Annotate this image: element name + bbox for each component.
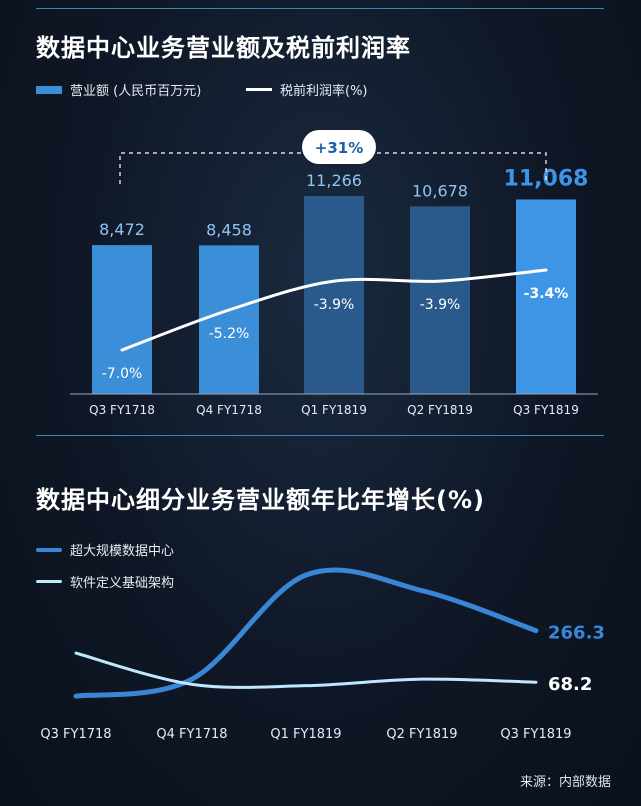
x-tick-label: Q3 FY1718: [40, 727, 111, 742]
x-tick-label: Q3 FY1819: [513, 403, 579, 417]
chart1-legend-bar-label: 营业额 (人民币百万元): [70, 84, 202, 99]
x-tick-label: Q3 FY1718: [89, 403, 155, 417]
margin-point-label: -5.2%: [209, 326, 250, 342]
revenue-bar: [410, 206, 470, 394]
margin-point-label: -3.4%: [524, 286, 569, 302]
growth-badge-label: +31%: [315, 139, 363, 157]
x-tick-label: Q1 FY1819: [301, 403, 367, 417]
chart1-title: 数据中心业务营业额及税前利润率: [36, 34, 411, 62]
revenue-bar-label: 8,472: [99, 220, 145, 239]
chart2-legend-hyperscale: 超大规模数据中心: [36, 540, 174, 559]
chart1-legend-line: 税前利润率(%): [246, 80, 368, 99]
hyperscale-end-label: 266.3: [548, 623, 605, 644]
sdi-line: [74, 651, 538, 689]
bar-swatch-icon: [36, 85, 62, 94]
chart2-legend-sdi: 软件定义基础架构: [36, 572, 174, 591]
top-divider: [36, 8, 604, 9]
chart1-legend-line-label: 税前利润率(%): [280, 84, 368, 99]
margin-point-label: -7.0%: [102, 366, 143, 382]
chart2-title: 数据中心细分业务营业额年比年增长(%): [36, 486, 485, 514]
hyperscale-line: [73, 567, 539, 699]
chart2-legend-sdi-label: 软件定义基础架构: [70, 576, 175, 591]
source-note: 来源：内部数据: [519, 775, 611, 790]
x-tick-label: Q2 FY1819: [407, 403, 473, 417]
revenue-bar: [304, 196, 364, 394]
sdi-end-label: 68.2: [548, 674, 592, 695]
sdi-swatch-icon: [36, 580, 62, 583]
chart1-legend-bar: 营业额 (人民币百万元): [36, 80, 201, 99]
revenue-bar-label: 8,458: [206, 220, 252, 239]
revenue-bar-label: 10,678: [412, 181, 468, 200]
x-tick-label: Q2 FY1819: [386, 727, 457, 742]
x-tick-label: Q3 FY1819: [500, 727, 571, 742]
margin-line: [120, 268, 548, 352]
mid-divider: [36, 435, 604, 436]
revenue-bar: [92, 245, 152, 394]
line-swatch-icon: [246, 88, 272, 91]
revenue-bar: [199, 245, 259, 394]
margin-point-label: -3.9%: [420, 297, 461, 313]
x-tick-label: Q1 FY1819: [270, 727, 341, 742]
hyperscale-swatch-icon: [36, 547, 62, 552]
x-tick-label: Q4 FY1718: [196, 403, 262, 417]
growth-badge: [302, 130, 376, 164]
x-tick-label: Q4 FY1718: [156, 727, 227, 742]
revenue-bar-label: 11,266: [306, 171, 362, 190]
margin-point-label: -3.9%: [314, 297, 355, 313]
chart2-legend-hyperscale-label: 超大规模数据中心: [70, 544, 175, 559]
revenue-bar: [516, 199, 576, 394]
